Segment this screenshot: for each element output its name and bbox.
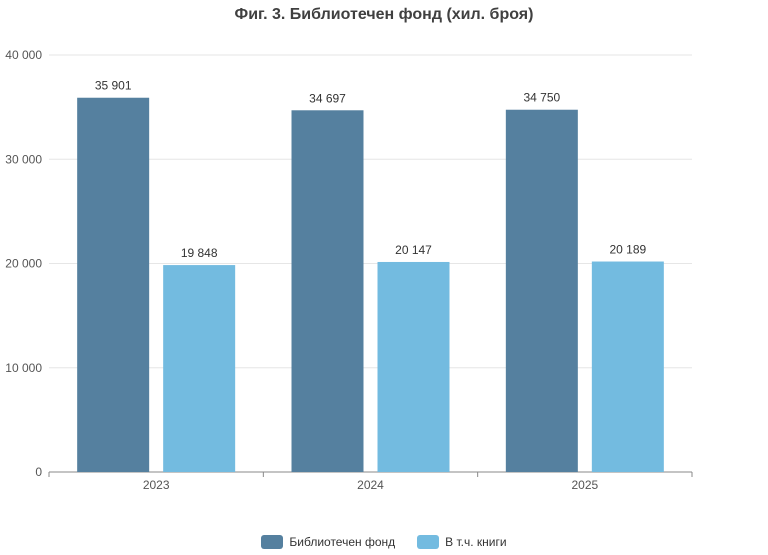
bar-1 (505, 109, 578, 472)
y-tick-label: 10 000 (5, 361, 42, 375)
y-tick-label: 20 000 (5, 257, 42, 271)
data-label: 20 189 (609, 243, 646, 257)
data-label: 19 848 (181, 246, 218, 260)
bar-1 (291, 110, 364, 472)
data-label: 35 901 (95, 79, 132, 93)
data-label: 20 147 (395, 243, 432, 257)
bar-2 (377, 261, 450, 472)
x-tick-label: 2023 (143, 478, 170, 492)
legend-swatch-series-1 (261, 535, 284, 549)
y-tick-label: 40 000 (5, 48, 42, 62)
legend-label-series-2: В т.ч. книги (445, 535, 507, 549)
legend: Библиотечен фонд В т.ч. книги (0, 535, 768, 549)
data-label: 34 697 (309, 91, 346, 105)
y-tick-label: 0 (35, 465, 42, 479)
bar-2 (163, 265, 236, 472)
x-tick-label: 2024 (357, 478, 384, 492)
chart-plot: 0 10 000 20 000 30 000 40 000 2023 35 901 19 84… (5, 48, 693, 492)
bar-2 (591, 261, 664, 472)
data-label: 34 750 (523, 91, 560, 105)
chart-title: Фиг. 3. Библиотечен фонд (хил. броя) (234, 6, 534, 23)
legend-label-series-1: Библиотечен фонд (289, 535, 396, 549)
y-tick-label: 30 000 (5, 152, 42, 166)
legend-swatch-series-2 (417, 535, 440, 549)
x-tick-label: 2025 (571, 478, 598, 492)
bar-1 (77, 97, 150, 472)
legend-item-series-2[interactable]: В т.ч. книги (417, 535, 507, 549)
legend-item-series-1[interactable]: Библиотечен фонд (261, 535, 395, 549)
